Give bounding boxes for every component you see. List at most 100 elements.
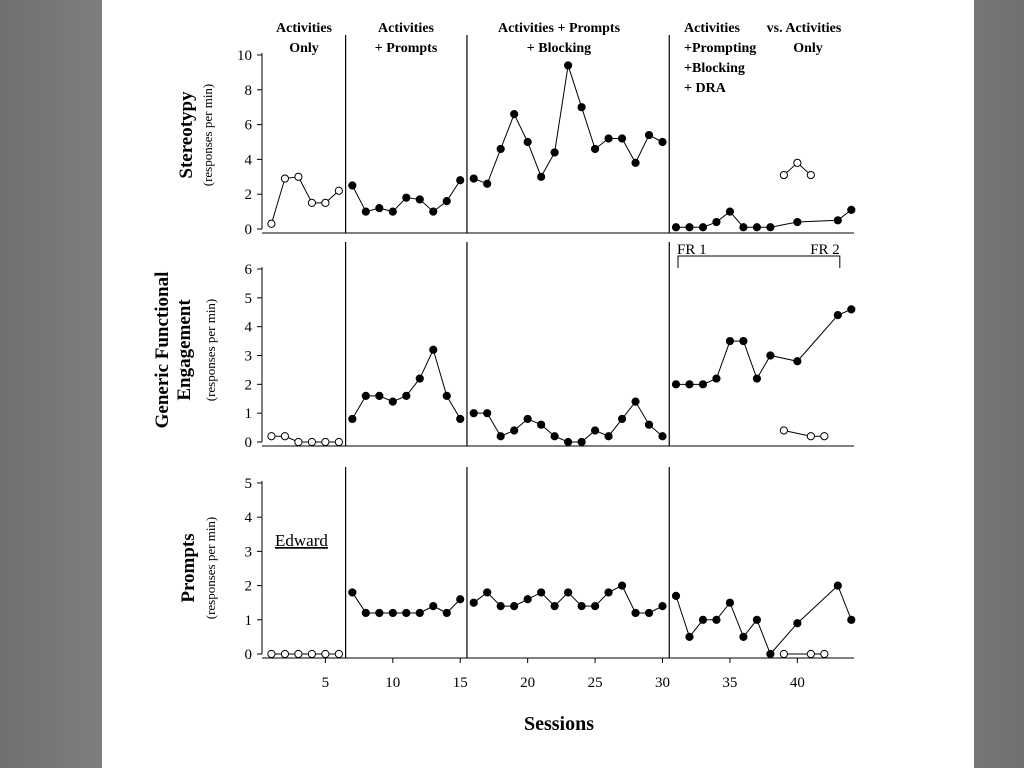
panel1-open-point — [334, 437, 343, 447]
panel2-filled-point — [523, 595, 532, 604]
panel0-open-point — [267, 219, 276, 228]
panel0-filled-point — [847, 205, 856, 214]
panel0-filled-point — [523, 137, 532, 147]
fr-1-label: FR 1 — [677, 242, 707, 258]
x-tick-label: 10 — [385, 675, 400, 691]
panel0-filled-point — [590, 144, 600, 154]
panel2-filled-point — [644, 608, 654, 618]
panel1-open-point — [280, 432, 290, 441]
panel0-filled-point — [725, 207, 735, 216]
panel1-filled-point — [833, 311, 842, 320]
engagement-ylabel: (responses per min) — [203, 299, 218, 402]
panel2-filled-point — [496, 602, 505, 611]
panel0-filled-point — [671, 223, 681, 232]
x-tick-label: 40 — [790, 675, 805, 691]
panel2-open-point — [321, 649, 330, 659]
panel2-filled-point — [658, 602, 667, 611]
panel0-series0-line-0 — [270, 176, 340, 224]
panel0-filled-point — [375, 204, 384, 213]
panel2-y-tick-label: 0 — [245, 647, 253, 663]
phase-label-dra-line2: +Prompting — [684, 41, 756, 56]
phase-label-dra-line3: +Blocking — [684, 61, 745, 76]
panel1-filled-point — [388, 397, 397, 406]
panel0-open-point — [321, 198, 330, 207]
panel0-filled-point — [348, 181, 357, 190]
panel1-filled-point — [617, 414, 627, 424]
panel1-filled-point — [725, 336, 735, 346]
x-tick-label: 20 — [520, 675, 535, 691]
panel0-filled-point — [361, 207, 370, 216]
panel0-filled-point — [483, 179, 492, 188]
x-tick-label: 30 — [655, 675, 670, 691]
panel2-filled-point — [725, 598, 735, 607]
panel2-filled-point — [375, 608, 384, 618]
panel2-open-point — [806, 649, 815, 659]
panel2-y-tick-label: 2 — [245, 579, 253, 595]
panel1-filled-point — [537, 420, 546, 429]
panel1-series1-line-2 — [675, 308, 852, 385]
panel2-filled-point — [590, 602, 600, 611]
panel0-filled-point — [442, 197, 451, 206]
engagement-title-line1: Generic Functional — [152, 272, 173, 429]
fr-bracket — [677, 255, 841, 268]
panel0-open-point — [307, 198, 316, 207]
panel1-filled-point — [483, 409, 492, 418]
panel1-y-tick-label: 0 — [245, 435, 253, 451]
panel0-filled-point — [617, 134, 627, 143]
panel2-filled-point — [537, 588, 546, 597]
panel1-series1-line-0 — [351, 348, 461, 420]
panel2-filled-point — [564, 588, 573, 597]
panel0-filled-point — [658, 137, 667, 147]
panel1-filled-point — [402, 391, 411, 400]
panel0-y-tick-label: 6 — [245, 118, 253, 134]
panel1-filled-point — [793, 357, 802, 366]
panel1-open-point — [267, 432, 276, 441]
panel1-filled-point — [564, 437, 573, 447]
panel0-filled-point — [698, 223, 708, 232]
panel1-filled-point — [496, 432, 505, 441]
panel0-y-tick-label: 4 — [245, 152, 253, 168]
panel0-filled-point — [388, 207, 397, 216]
panel2-filled-point — [415, 608, 424, 618]
panel0-filled-point — [793, 217, 802, 227]
panel0-filled-point — [712, 217, 721, 227]
panel2-filled-point — [456, 595, 465, 604]
engagement-title-line2: Engagement — [174, 299, 195, 401]
fr-2-label: FR 2 — [810, 242, 840, 258]
panel0-filled-point — [739, 223, 748, 232]
panel1-filled-point — [550, 432, 559, 441]
panel2-open-point — [307, 649, 316, 659]
panel0-filled-point — [550, 148, 559, 157]
panel1-filled-point — [415, 374, 424, 383]
panel1-open-point — [820, 432, 829, 441]
panel2-filled-point — [483, 588, 492, 597]
panel0-filled-point — [644, 130, 654, 140]
panel0-filled-point — [537, 172, 546, 181]
x-tick-label: 15 — [453, 675, 468, 691]
panel0-y-tick-label: 2 — [245, 187, 253, 203]
panel2-open-point — [280, 649, 290, 659]
panel1-filled-point — [752, 374, 762, 383]
panel1-open-point — [321, 437, 330, 447]
panel2-filled-point — [712, 615, 721, 624]
panel1-filled-point — [590, 426, 600, 435]
panel0-open-point — [280, 174, 290, 183]
panel0-open-point — [294, 172, 303, 181]
panel0-filled-point — [631, 158, 640, 167]
panel2-filled-point — [429, 602, 438, 611]
panel2-filled-point — [388, 608, 397, 618]
panel1-filled-point — [698, 380, 708, 389]
phase-label-blocking-line2: + Blocking — [527, 41, 591, 56]
panel1-filled-point — [847, 305, 856, 314]
slide: Activities Only Activities + Prompts Act… — [102, 0, 974, 768]
phase-label-dra-line1: Activities — [684, 21, 741, 36]
panel2-filled-point — [550, 602, 559, 611]
panel2-filled-point — [685, 632, 694, 642]
panel0-open-point — [806, 170, 815, 180]
panel0-filled-point — [752, 223, 762, 232]
panel2-filled-point — [752, 615, 762, 624]
panel-titles: Stereotypy (responses per min) Generic F… — [152, 84, 218, 620]
panel1-filled-point — [644, 420, 654, 429]
panel2-filled-point — [604, 588, 613, 597]
panel0-filled-point — [496, 144, 505, 154]
